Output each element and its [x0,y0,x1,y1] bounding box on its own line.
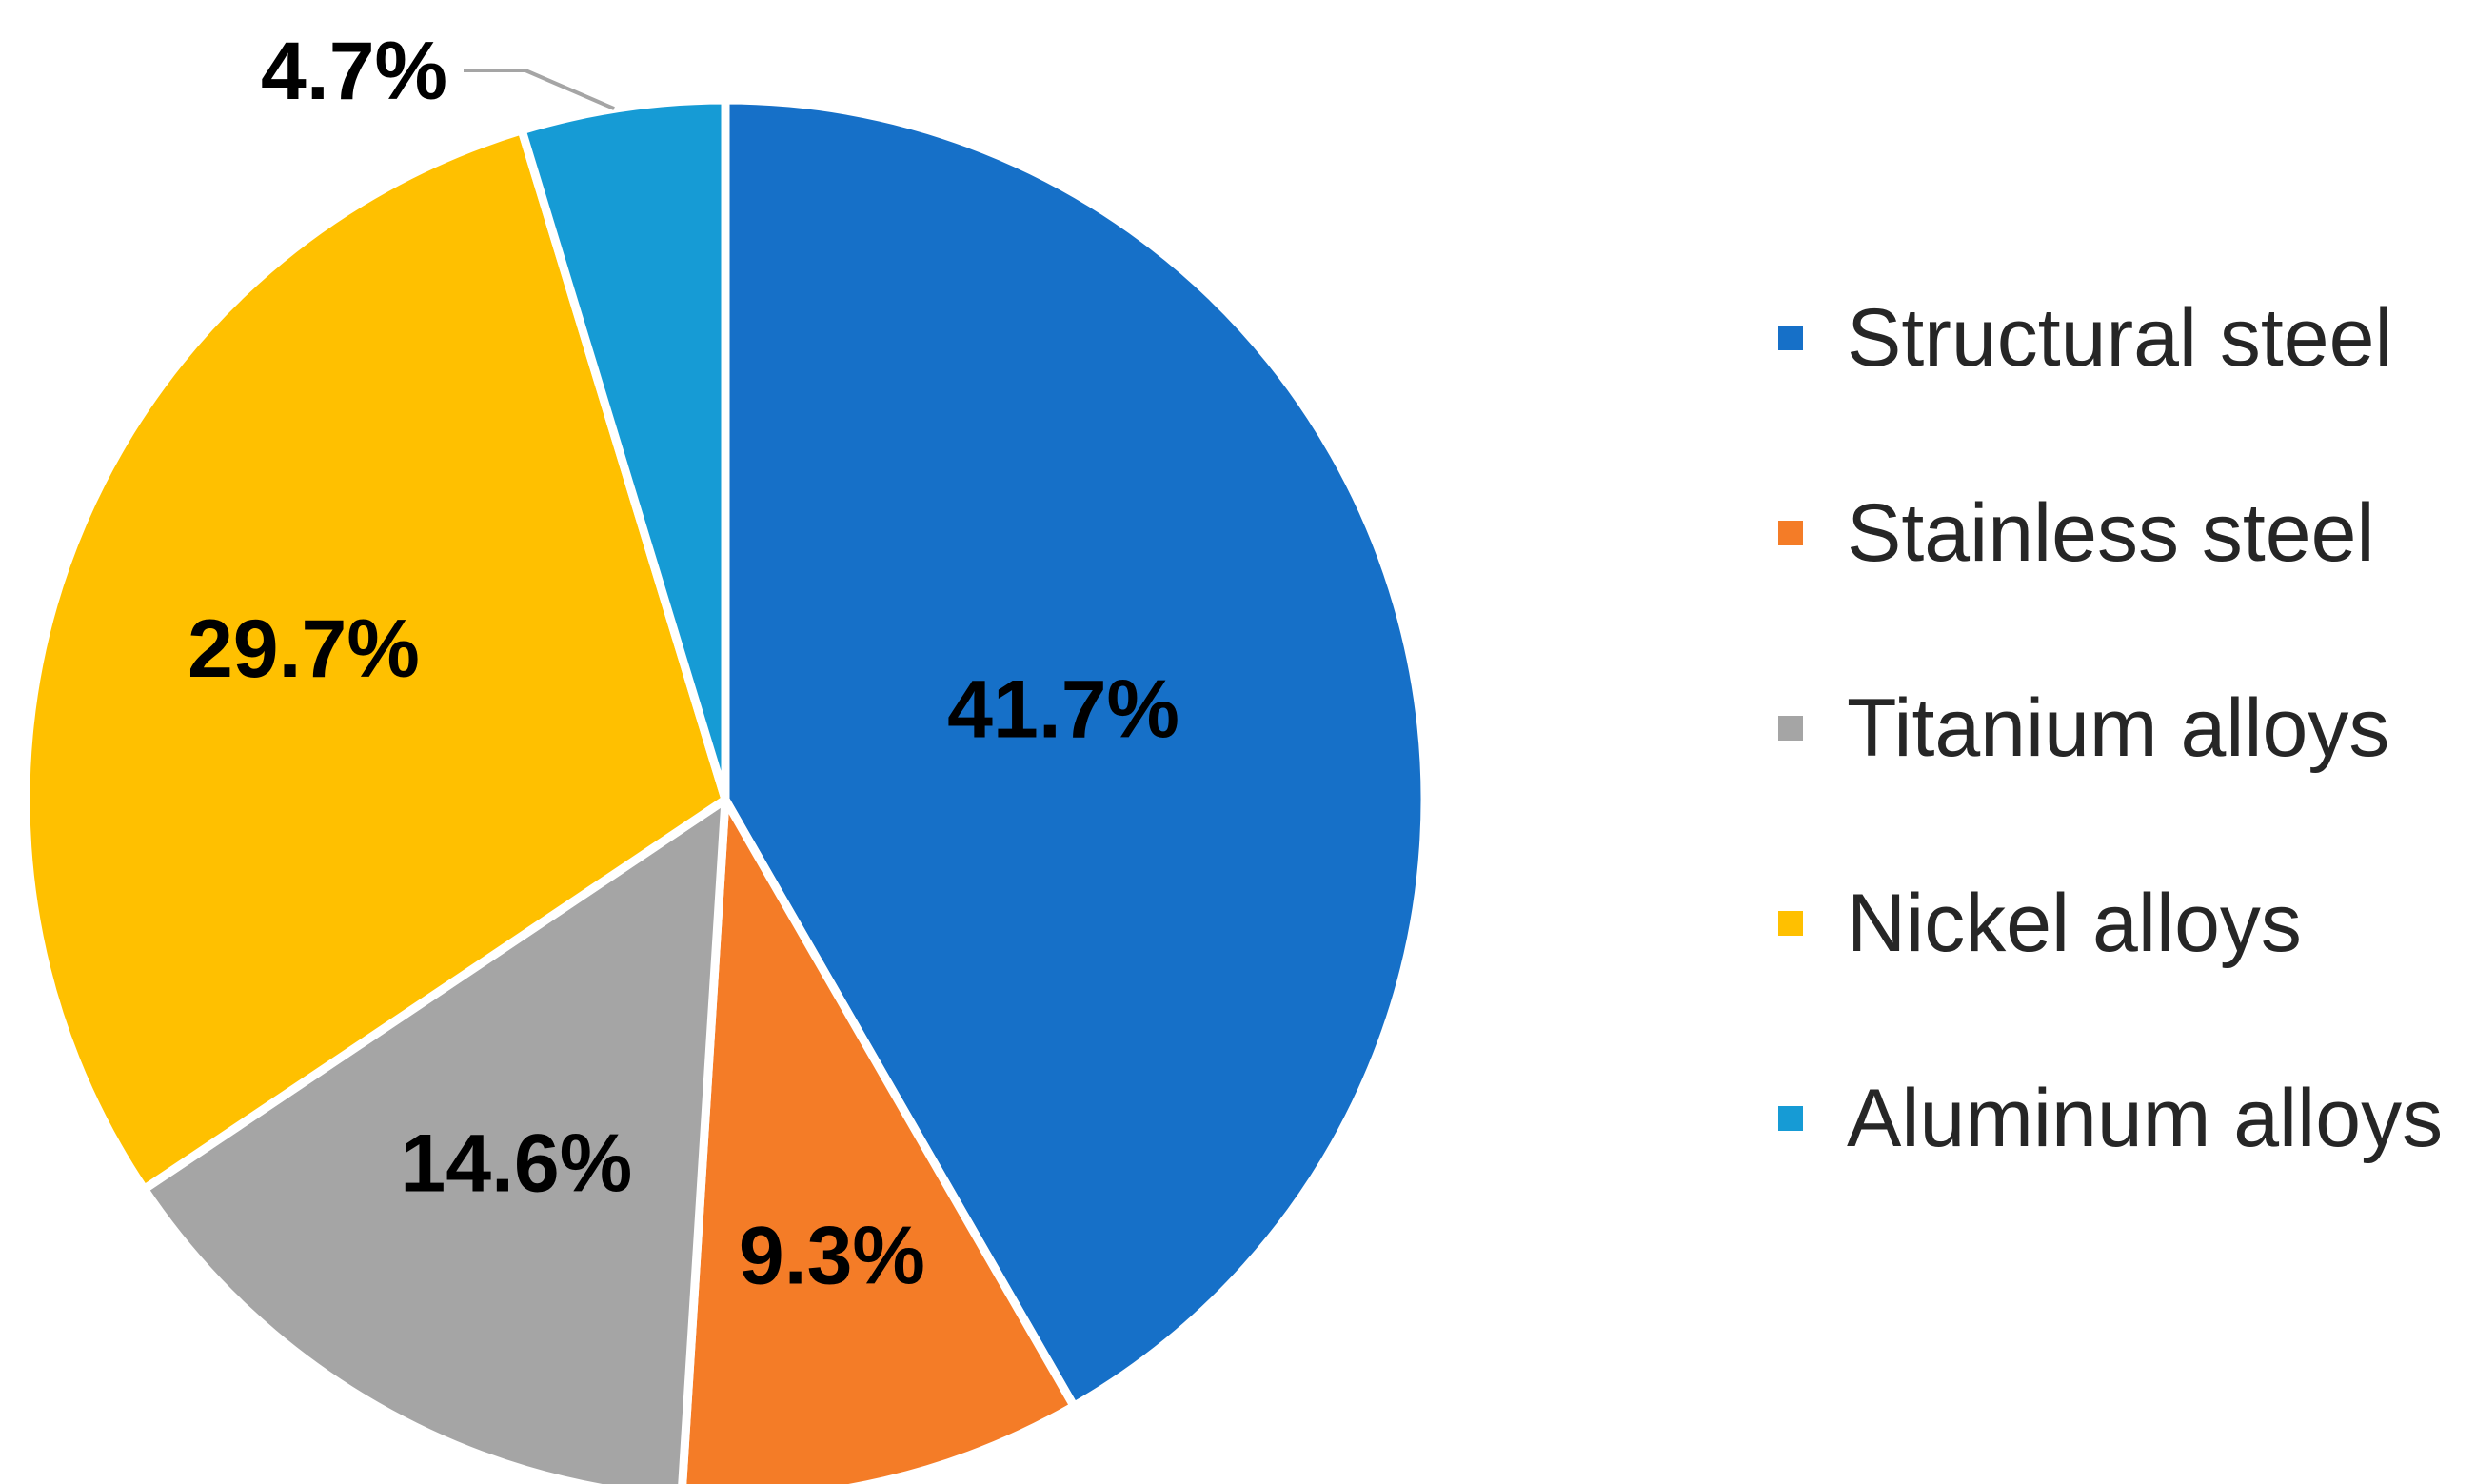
legend: Structural steel Stainless steel Titanium … [1778,292,2443,1164]
legend-label-nickel-alloys: Nickel alloys [1847,878,2302,969]
legend-swatch-nickel-alloys [1778,911,1803,936]
pie-slice-stainless-steel [678,795,1079,1484]
legend-item-stainless-steel: Stainless steel [1778,487,2375,579]
pie-slice-nickel-alloys [21,126,730,1194]
legend-item-nickel-alloys: Nickel alloys [1778,878,2302,969]
data-label-stainless-steel: 9.3% [739,1211,925,1302]
legend-item-titanium-alloys: Titanium alloys [1778,683,2389,774]
pie-slice-titanium-alloys [140,795,730,1484]
pie-slice-aluminum-alloys [517,95,730,804]
legend-swatch-structural-steel [1778,326,1803,350]
legend-label-stainless-steel: Stainless steel [1847,487,2375,579]
data-label-nickel-alloys: 29.7% [188,603,420,695]
legend-label-structural-steel: Structural steel [1847,292,2393,384]
data-label-titanium-alloys: 14.6% [400,1118,632,1209]
pie-data-labels: 41.7% 9.3% 14.6% 29.7% 4.7% [188,26,1179,1302]
leader-line-aluminum-alloys [464,69,615,110]
legend-swatch-titanium-alloys [1778,716,1803,741]
legend-swatch-stainless-steel [1778,521,1803,545]
legend-label-aluminum-alloys: Aluminum alloys [1847,1073,2443,1164]
data-label-aluminum-alloys: 4.7% [261,26,447,117]
legend-swatch-aluminum-alloys [1778,1106,1803,1131]
data-label-structural-steel: 41.7% [947,663,1179,755]
legend-label-titanium-alloys: Titanium alloys [1847,683,2389,774]
pie-slices [21,95,1430,1484]
pie-slice-structural-steel [721,95,1430,1411]
legend-item-aluminum-alloys: Aluminum alloys [1778,1073,2443,1164]
legend-item-structural-steel: Structural steel [1778,292,2393,384]
